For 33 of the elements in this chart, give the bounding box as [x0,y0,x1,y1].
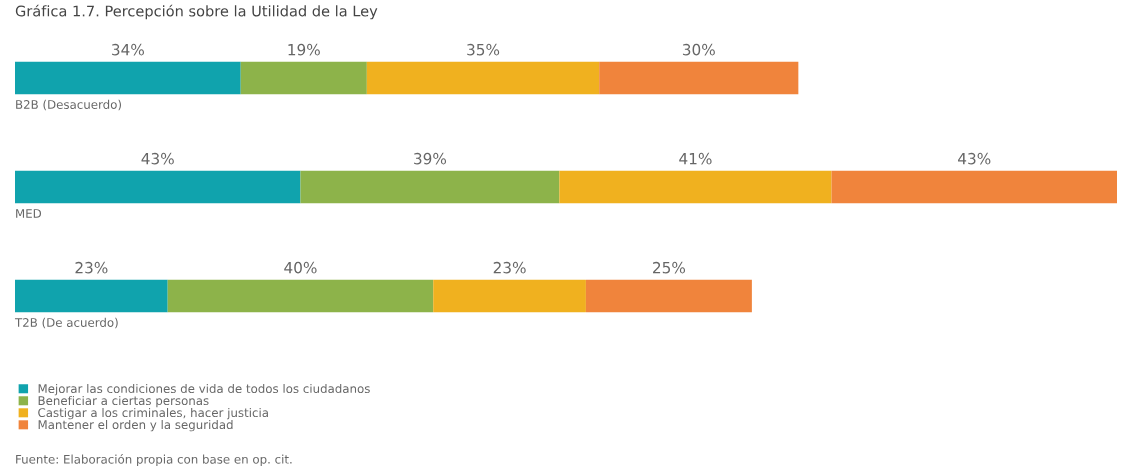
bar [167,279,434,313]
data-label: 40% [284,261,317,274]
bar [559,170,832,204]
data-label: 19% [288,43,320,56]
data-label: 43% [141,152,174,165]
bar [240,61,367,95]
legend-label: Beneficiar a ciertas personas [38,395,209,408]
bar [831,170,1117,204]
data-label: 30% [682,43,715,56]
chart-title: Gráfica 1.7. Percepción sobre la Utilidad de la Ley [15,4,378,20]
source-note: Fuente: Elaboración propia con base en op. cit. [16,454,292,466]
bar [15,279,168,313]
legend-label: Mantener el orden y la seguridad [38,419,233,432]
bar [300,170,560,204]
y-tick-label: B2B (Desacuerdo) [16,99,121,111]
legend-label: Mejorar las condiciones de vida de todos los ciudadanos [38,383,370,396]
data-label: 23% [493,261,526,274]
data-label: 41% [679,152,712,165]
data-label: 34% [112,43,144,56]
data-label: 35% [467,43,500,56]
bar [366,61,600,95]
data-label: 39% [414,152,447,165]
bar [433,279,586,313]
data-label: 25% [653,261,686,274]
data-label: 23% [75,261,108,274]
bar [599,61,799,95]
data-label: 43% [958,152,991,165]
y-tick-label: T2B (De acuerdo) [14,317,118,329]
legend-label: Castigar a los criminales, hacer justicia [38,407,268,420]
bar [585,279,752,313]
bar [15,170,301,204]
bar [15,61,241,95]
y-tick-label: MED [16,209,42,218]
